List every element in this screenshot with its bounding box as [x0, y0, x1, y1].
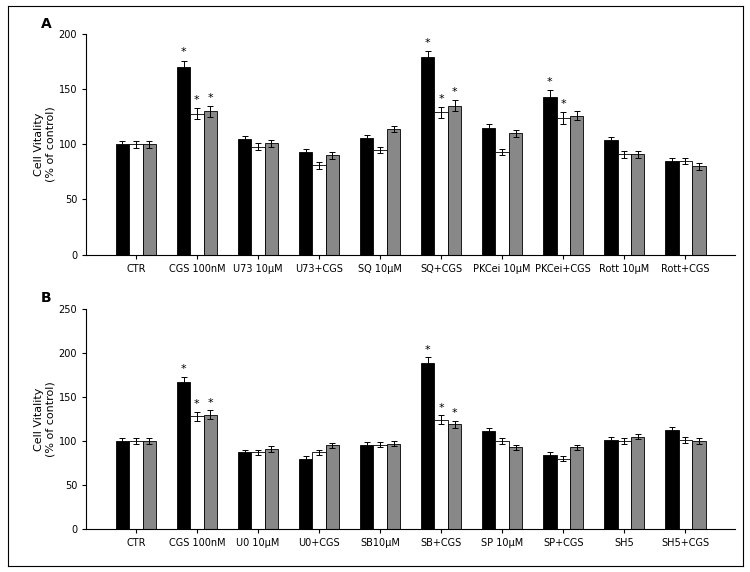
Bar: [251, 452, 265, 529]
Text: *: *: [208, 398, 213, 407]
Bar: [190, 114, 204, 255]
Text: *: *: [547, 77, 553, 87]
Bar: [482, 128, 496, 255]
Bar: [496, 441, 509, 529]
Bar: [543, 97, 556, 255]
Bar: [570, 447, 584, 529]
Bar: [360, 444, 374, 529]
Bar: [617, 154, 631, 255]
Text: B: B: [40, 291, 52, 305]
Bar: [509, 133, 522, 255]
Y-axis label: Cell Vitality
(% of control): Cell Vitality (% of control): [34, 381, 56, 457]
Bar: [421, 57, 434, 255]
Bar: [387, 129, 400, 255]
Bar: [679, 440, 692, 529]
Bar: [692, 166, 706, 255]
Text: *: *: [425, 38, 430, 47]
Bar: [360, 138, 374, 255]
Legend: MRMT-1, A375, A549: MRMT-1, A375, A549: [334, 315, 488, 333]
Bar: [142, 144, 156, 255]
Bar: [142, 441, 156, 529]
Bar: [204, 112, 217, 255]
Bar: [190, 416, 204, 529]
Bar: [374, 444, 387, 529]
Bar: [448, 424, 461, 529]
Bar: [116, 144, 129, 255]
Bar: [387, 444, 400, 529]
Bar: [617, 441, 631, 529]
Text: *: *: [438, 403, 444, 413]
Text: *: *: [181, 364, 186, 374]
Y-axis label: Cell Vitality
(% of control): Cell Vitality (% of control): [34, 106, 56, 182]
Text: *: *: [560, 99, 566, 109]
Bar: [265, 449, 278, 529]
Bar: [251, 146, 265, 255]
Bar: [177, 67, 190, 255]
Bar: [326, 156, 339, 255]
Bar: [665, 161, 679, 255]
Bar: [604, 140, 617, 255]
Bar: [238, 452, 251, 529]
Text: *: *: [452, 87, 458, 97]
Bar: [434, 113, 448, 255]
Bar: [543, 455, 556, 529]
Bar: [631, 154, 644, 255]
Bar: [326, 446, 339, 529]
Bar: [679, 161, 692, 255]
Bar: [496, 152, 509, 255]
Bar: [556, 459, 570, 529]
Bar: [129, 144, 142, 255]
Text: *: *: [194, 95, 200, 105]
Bar: [604, 440, 617, 529]
Bar: [204, 415, 217, 529]
Bar: [434, 420, 448, 529]
Text: *: *: [452, 408, 458, 418]
Bar: [312, 452, 326, 529]
Bar: [299, 459, 312, 529]
Bar: [312, 165, 326, 255]
Bar: [265, 144, 278, 255]
Bar: [238, 139, 251, 255]
Bar: [556, 118, 570, 255]
Bar: [692, 441, 706, 529]
Text: *: *: [181, 47, 186, 57]
Bar: [482, 431, 496, 529]
Text: A: A: [40, 17, 52, 31]
Bar: [129, 441, 142, 529]
Bar: [421, 363, 434, 529]
Bar: [374, 150, 387, 255]
Bar: [665, 431, 679, 529]
Bar: [299, 152, 312, 255]
Bar: [448, 106, 461, 255]
Bar: [177, 382, 190, 529]
Text: *: *: [425, 345, 430, 355]
Bar: [631, 436, 644, 529]
Text: *: *: [208, 93, 213, 102]
Text: *: *: [438, 94, 444, 104]
Bar: [509, 447, 522, 529]
Bar: [570, 116, 584, 255]
Bar: [116, 441, 129, 529]
Text: *: *: [194, 399, 200, 410]
